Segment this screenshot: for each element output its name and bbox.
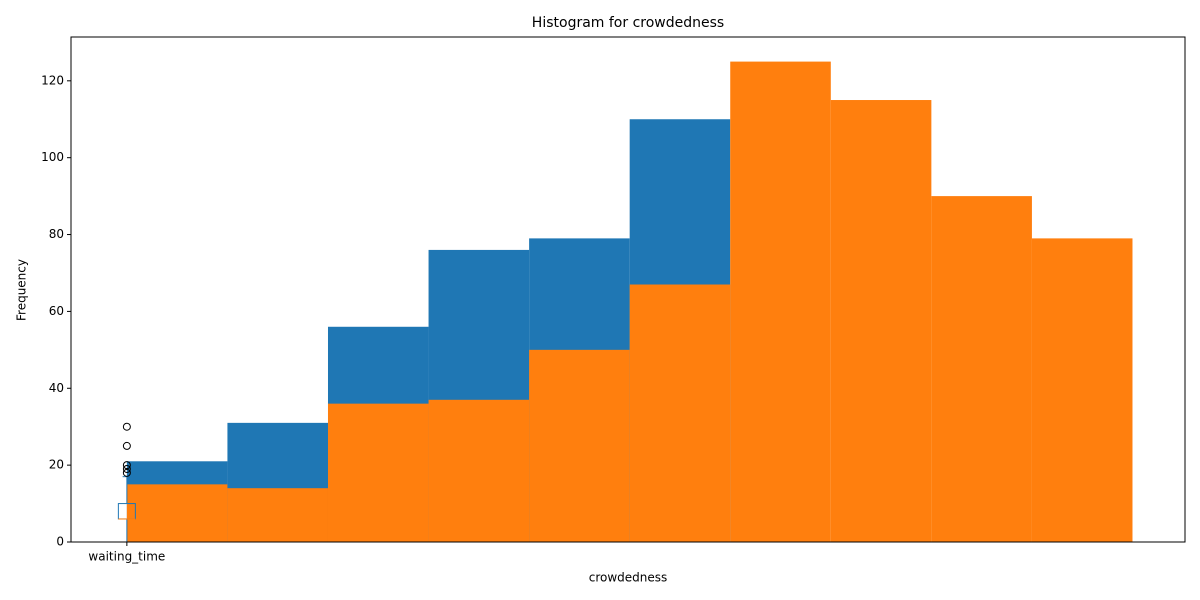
bar: [1031, 238, 1133, 543]
chart-title: Histogram for crowdedness: [532, 15, 724, 31]
bar: [327, 403, 429, 542]
bar: [529, 349, 630, 542]
y-tick-label: 0: [56, 535, 64, 549]
y-tick-label: 80: [49, 227, 64, 241]
flier: [122, 441, 131, 450]
y-tick-label: 40: [49, 381, 64, 395]
x-axis-label: crowdedness: [589, 571, 668, 585]
y-tick-label: 20: [49, 458, 64, 472]
y-tick-label: 120: [41, 73, 64, 87]
flier: [122, 468, 131, 477]
bar: [629, 284, 731, 542]
bar: [730, 61, 831, 543]
y-tick-label: 100: [41, 150, 64, 164]
y-axis-label: Frequency: [15, 259, 29, 321]
flier: [122, 461, 131, 470]
bar: [126, 484, 228, 542]
bar: [227, 488, 328, 542]
bar: [931, 196, 1032, 542]
bar: [830, 100, 932, 542]
plot-frame: [70, 36, 1186, 543]
x-tick-label: waiting_time: [88, 550, 165, 564]
y-tick-label: 60: [49, 304, 64, 318]
flier: [122, 464, 131, 473]
flier: [122, 422, 131, 431]
bar: [428, 399, 530, 542]
